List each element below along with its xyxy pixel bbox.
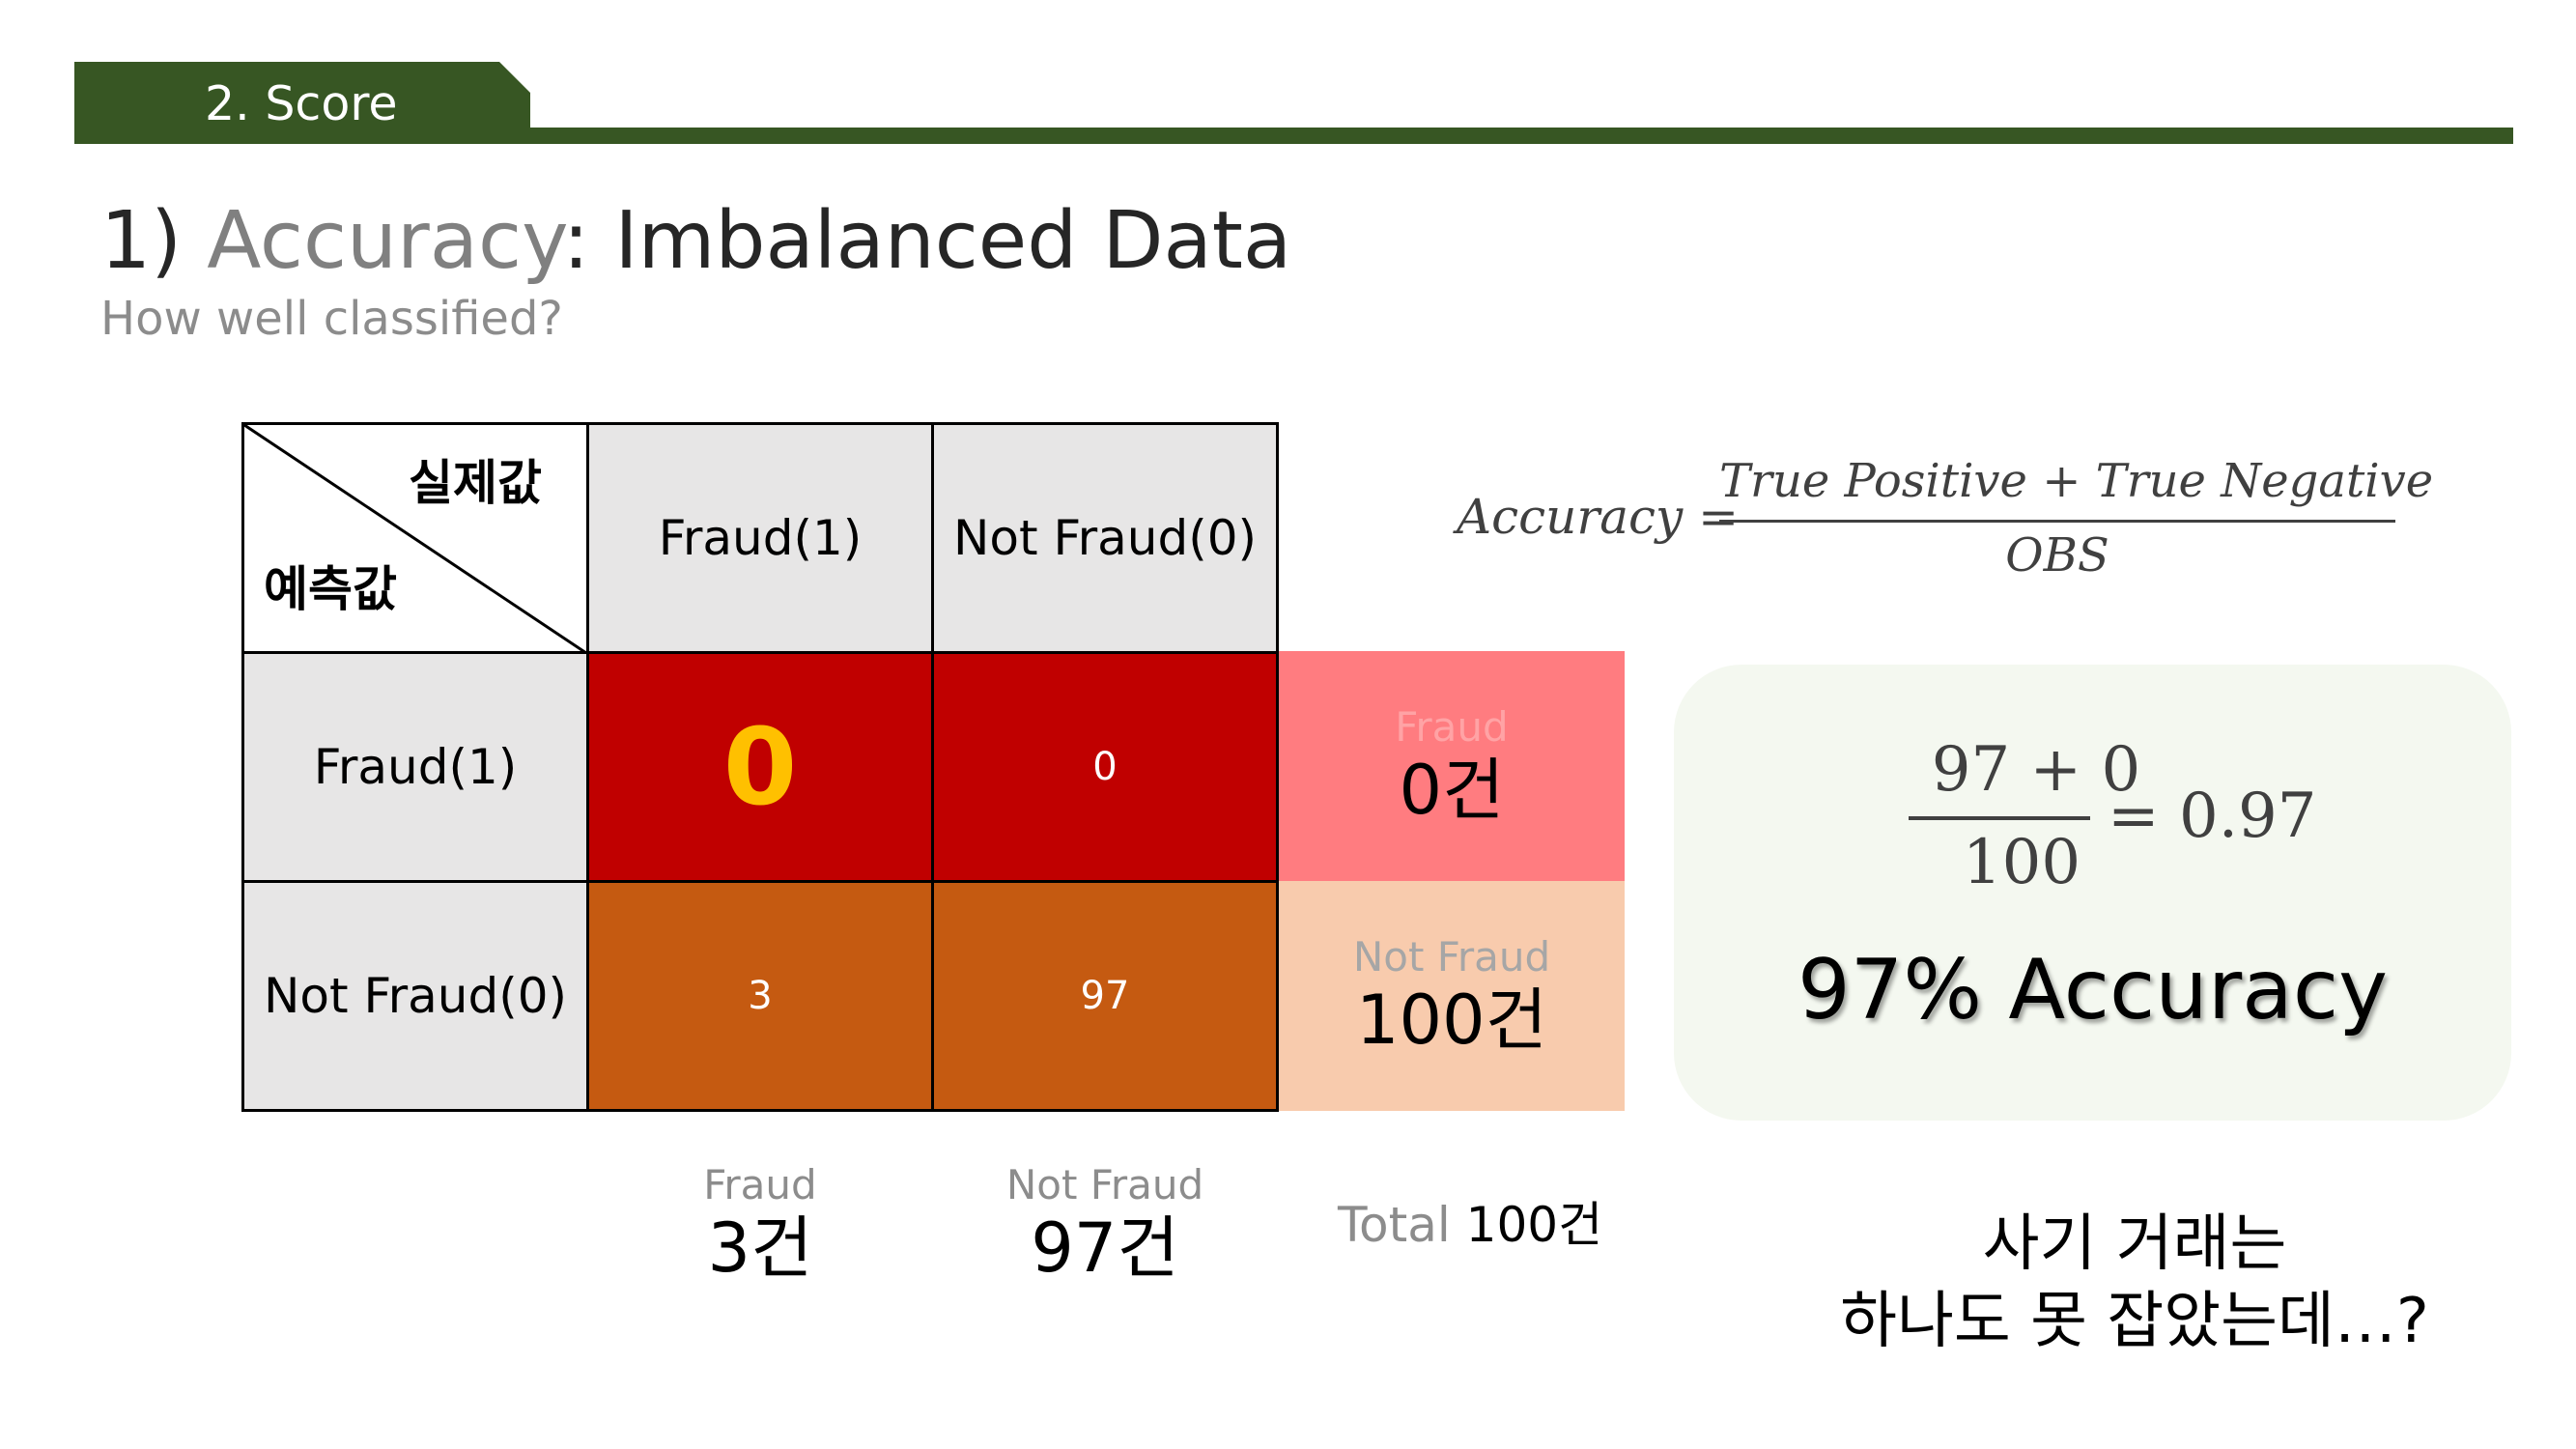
result-box (1674, 665, 2511, 1121)
formula-lhs: Accuracy = (1457, 489, 1740, 545)
row-header-fraud: Fraud(1) (241, 651, 589, 883)
row-total-not-fraud: Not Fraud 100건 (1279, 881, 1625, 1111)
closing-question: 사기 거래는 하나도 못 잡았는데…? (1739, 1206, 2531, 1360)
row-total-fraud-value: 0건 (1399, 751, 1505, 830)
grand-total: Total 100건 (1338, 1196, 1602, 1254)
col-total-fraud: Fraud 3건 (586, 1161, 934, 1287)
result-denominator: 100 (1962, 827, 2081, 898)
header-rule (74, 128, 2513, 144)
result-numerator: 97 + 0 (1931, 734, 2141, 806)
cell-fn: 3 (586, 880, 934, 1112)
page-title: 1) Accuracy: Imbalanced Data (100, 193, 1291, 290)
page-subtitle: How well classified? (100, 292, 563, 346)
matrix-corner: 실제값 예측값 (241, 422, 592, 657)
section-tab (74, 62, 530, 144)
row-header-not-fraud: Not Fraud(0) (241, 880, 589, 1112)
col-header-fraud: Fraud(1) (586, 422, 934, 654)
row-total-fraud: Fraud 0건 (1279, 651, 1625, 881)
section-tab-label: 2. Score (205, 76, 398, 131)
col-total-not-fraud-label: Not Fraud (1005, 1161, 1204, 1208)
row-total-not-fraud-label: Not Fraud (1352, 933, 1551, 980)
title-number: 1) (100, 195, 208, 287)
grand-total-value: 100건 (1465, 1197, 1603, 1253)
cell-tp-value: 0 (722, 705, 798, 829)
formula-fraction-bar (1719, 520, 2395, 523)
row-total-fraud-label: Fraud (1395, 703, 1509, 751)
corner-diagonal (244, 425, 592, 657)
corner-actual-label: 실제값 (409, 455, 542, 511)
corner-predicted-label: 예측값 (264, 561, 397, 617)
row-total-not-fraud-value: 100건 (1355, 980, 1547, 1060)
question-line-2: 하나도 못 잡았는데…? (1840, 1286, 2429, 1357)
result-fraction-bar (1909, 816, 2090, 820)
grand-total-label: Total (1338, 1197, 1466, 1253)
col-total-fraud-label: Fraud (703, 1161, 817, 1208)
col-total-not-fraud: Not Fraud 97건 (931, 1161, 1279, 1287)
title-accent: Accuracy (207, 195, 563, 287)
col-total-not-fraud-value: 97건 (1031, 1208, 1179, 1288)
col-header-not-fraud: Not Fraud(0) (931, 422, 1279, 654)
formula-denominator: OBS (2005, 528, 2109, 582)
result-headline: 97% Accuracy (1797, 942, 2389, 1038)
formula-numerator: True Positive + True Negative (1719, 454, 2434, 508)
result-equals: = 0.97 (2108, 781, 2317, 852)
col-total-fraud-value: 3건 (707, 1208, 813, 1288)
cell-tp: 0 (586, 651, 934, 883)
cell-fp: 0 (931, 651, 1279, 883)
question-line-1: 사기 거래는 (1982, 1208, 2287, 1280)
cell-tn: 97 (931, 880, 1279, 1112)
title-rest: : Imbalanced Data (562, 195, 1292, 287)
